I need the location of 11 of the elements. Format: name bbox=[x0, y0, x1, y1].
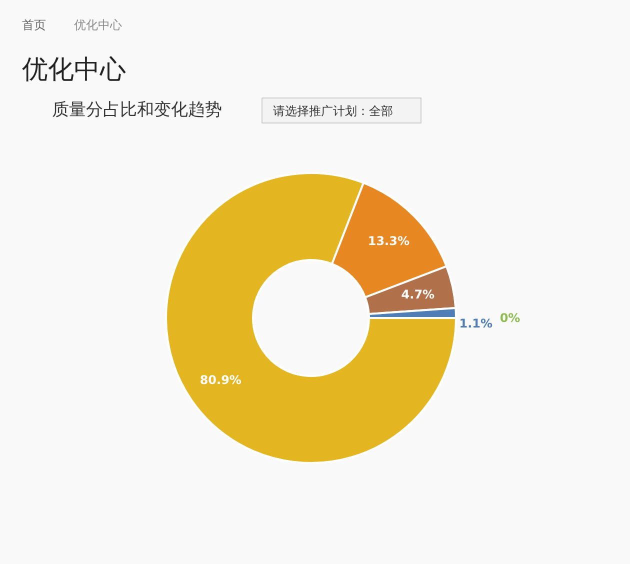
data-label: 1.1% bbox=[459, 316, 493, 331]
data-label: 80.9% bbox=[200, 372, 242, 387]
text: 优化中心 bbox=[74, 18, 122, 32]
chart-subtitle: 质量分占比和变化趋势 bbox=[52, 100, 222, 120]
data-label: 4.7% bbox=[401, 287, 435, 302]
text: 首页 bbox=[22, 18, 46, 32]
data-label: 13.3% bbox=[368, 234, 410, 248]
donut-slice bbox=[165, 172, 457, 464]
chart-title: 优化中心 bbox=[22, 55, 126, 85]
text: 请选择推广计划：全部 bbox=[273, 104, 393, 118]
text: 0% bbox=[500, 311, 520, 325]
